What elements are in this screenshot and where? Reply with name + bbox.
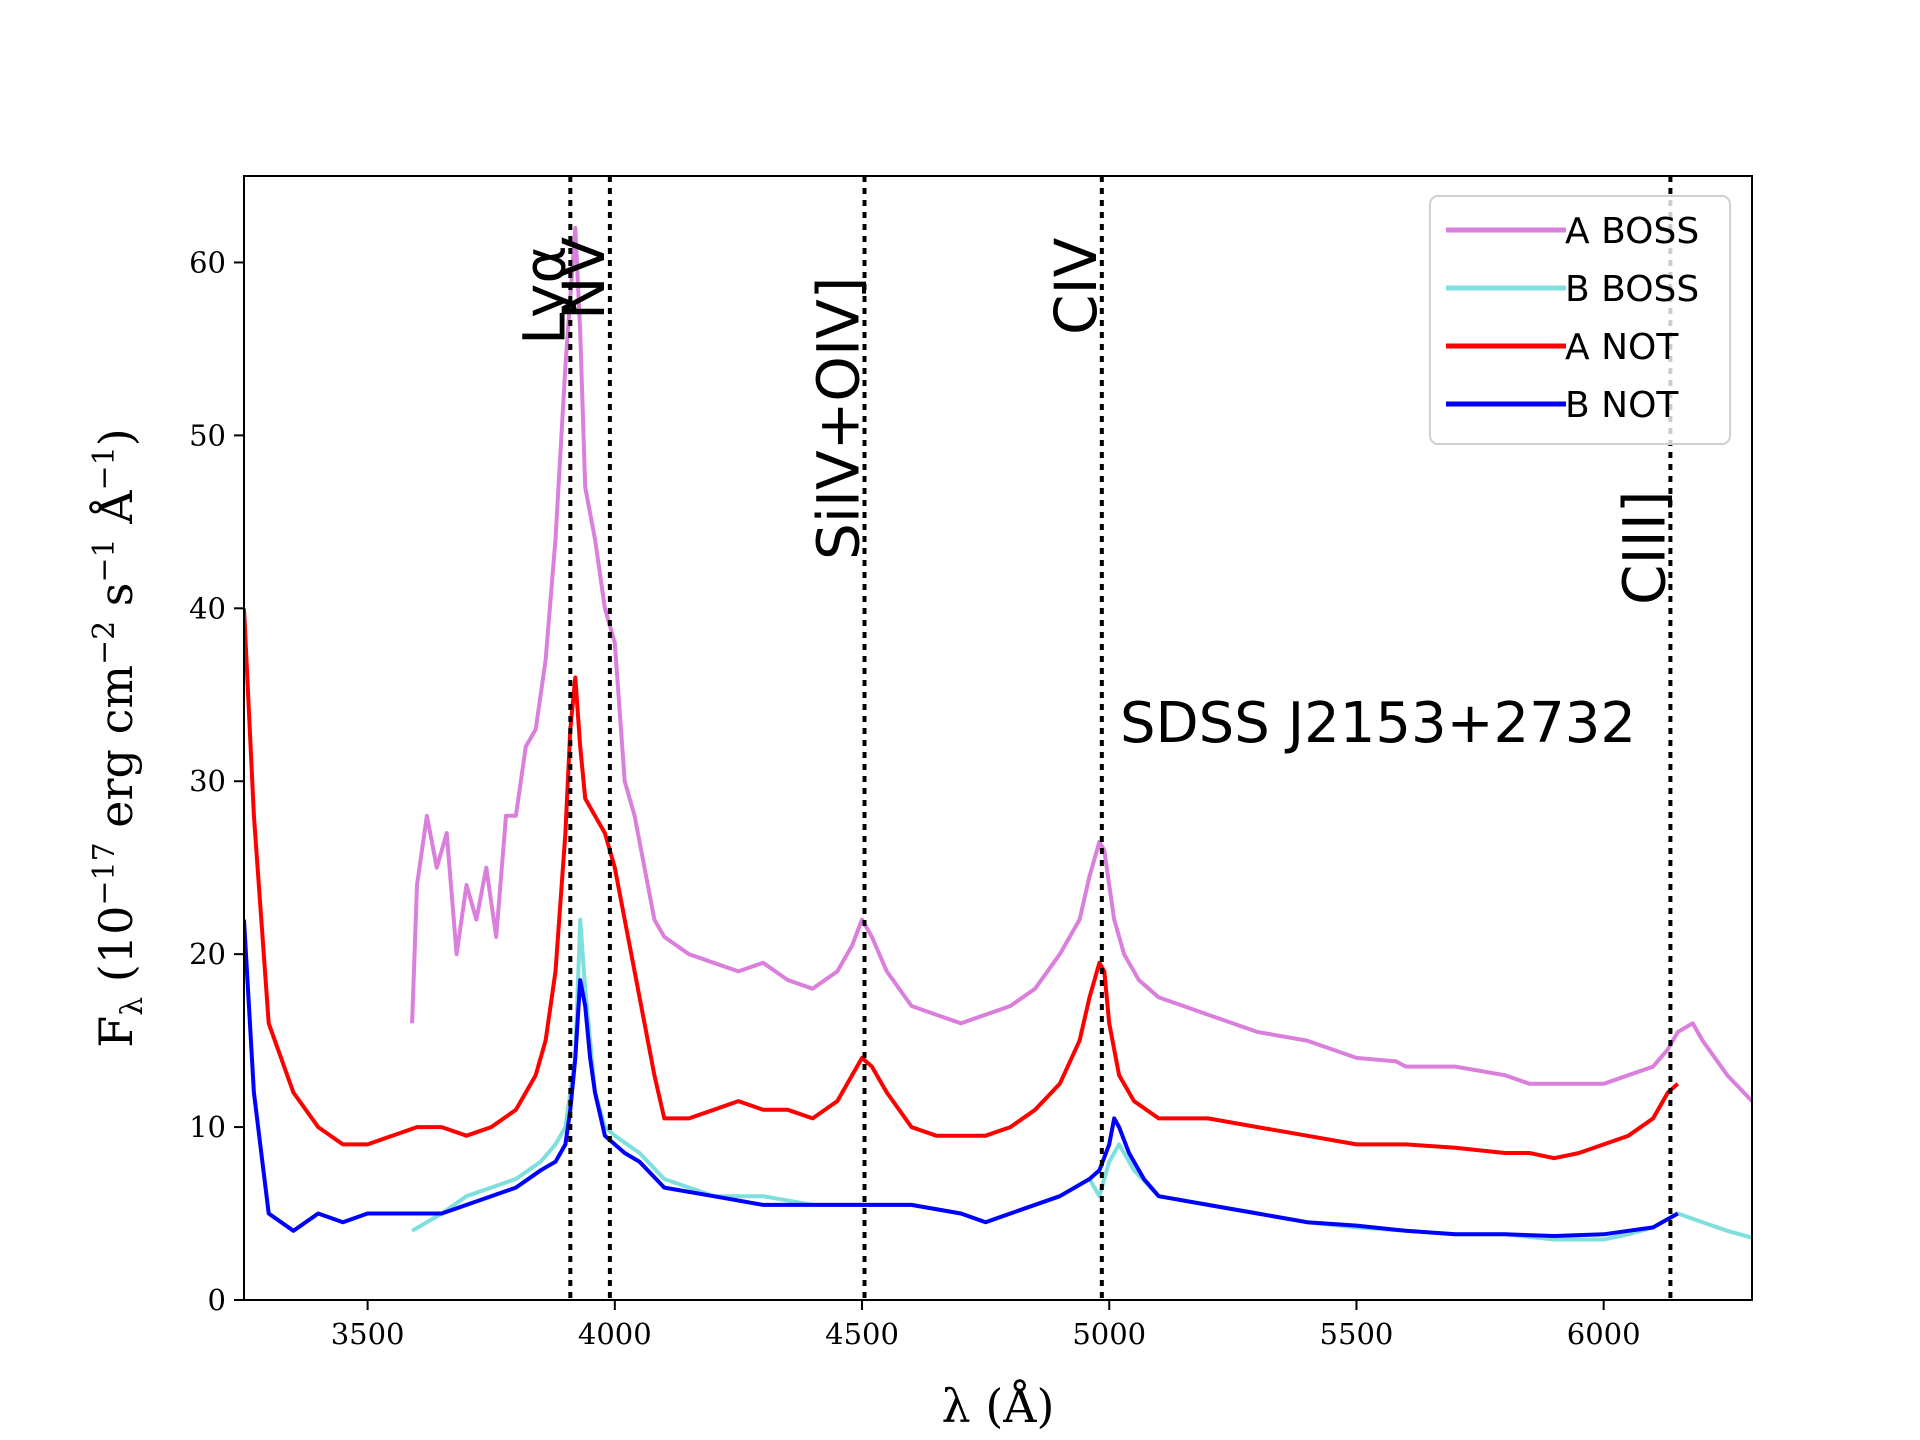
y-axis-label: Fλ (10−17 erg cm−2 s−1 Å−1) xyxy=(87,428,150,1047)
legend-label-b-boss: B BOSS xyxy=(1565,269,1699,310)
label-ciii: CIII] xyxy=(1610,491,1678,605)
x-axis-label: λ (Å) xyxy=(942,1378,1055,1433)
emission-line-markers xyxy=(568,176,1673,1300)
y-tick-label: 0 xyxy=(208,1283,226,1317)
y-tick-label: 60 xyxy=(189,245,226,279)
y-tick-label: 50 xyxy=(189,418,226,452)
label-civ: CIV xyxy=(1042,237,1110,335)
label-ly: Lyα xyxy=(510,245,578,345)
x-tick-label: 4000 xyxy=(578,1317,652,1351)
x-tick-label: 5000 xyxy=(1072,1317,1146,1351)
legend-label-a-not: A NOT xyxy=(1565,327,1679,368)
legend-box xyxy=(1429,195,1731,445)
y-tick-label: 10 xyxy=(189,1110,226,1144)
series-a-not xyxy=(244,608,1680,1161)
y-tick-label: 30 xyxy=(189,764,226,798)
axis-ticks: 3500 4000 4500 5000 5500 6000 0 10 20 30 40 50 60 xyxy=(189,245,1640,1351)
label-siiv-oiv: SiIV+OIV] xyxy=(805,277,873,560)
x-tick-label: 4500 xyxy=(825,1317,899,1351)
object-annotation: SDSS J2153+2732 xyxy=(1120,691,1636,756)
x-tick-label: 6000 xyxy=(1567,1317,1641,1351)
y-tick-label: 20 xyxy=(189,937,226,971)
plot-frame xyxy=(243,175,1753,1301)
series-b-not xyxy=(244,919,1679,1238)
label-nv: NV xyxy=(550,237,618,320)
series-a-boss xyxy=(410,225,1752,1103)
x-tick-label: 3500 xyxy=(331,1317,405,1351)
legend: A BOSS B BOSS A NOT B NOT xyxy=(1429,195,1731,445)
y-tick-label: 40 xyxy=(189,591,226,625)
legend-label-b-not: B NOT xyxy=(1565,385,1679,426)
legend-label-a-boss: A BOSS xyxy=(1565,211,1699,252)
x-tick-label: 5500 xyxy=(1320,1317,1394,1351)
